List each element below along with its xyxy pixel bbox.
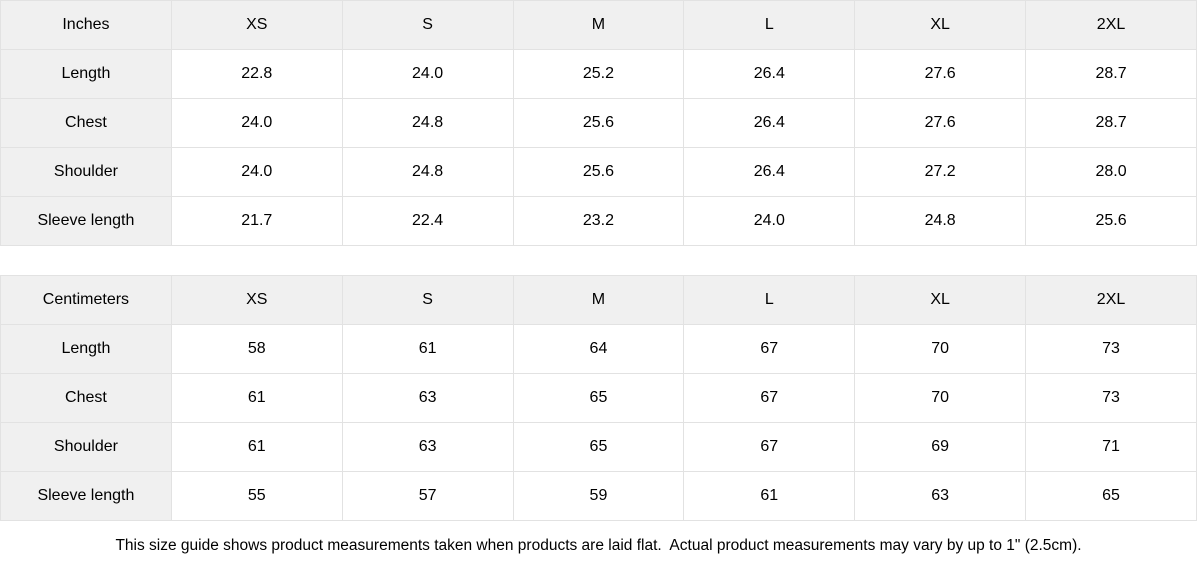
value-cell: 61: [170, 422, 343, 472]
size-header-cell: XS: [170, 0, 343, 50]
value-cell: 24.0: [170, 98, 343, 148]
row-label-cell: Shoulder: [0, 147, 172, 197]
value-cell: 73: [1025, 373, 1197, 423]
value-cell: 22.8: [170, 49, 343, 99]
row-label-cell: Shoulder: [0, 422, 172, 472]
value-cell: 64: [512, 324, 685, 374]
value-cell: 61: [683, 471, 856, 521]
row-label-cell: Chest: [0, 373, 172, 423]
value-cell: 70: [854, 373, 1027, 423]
unit-header-cell: Inches: [0, 0, 172, 50]
centimeters-table: Centimeters XS S M L XL 2XL Length 58 61 64 67 70 73 C…: [0, 275, 1197, 521]
measurement-row: Sleeve length 21.7 22.4 23.2 24.0 24.8 25.6: [0, 196, 1197, 246]
value-cell: 65: [512, 373, 685, 423]
value-cell: 27.6: [854, 98, 1027, 148]
value-cell: 26.4: [683, 49, 856, 99]
value-cell: 26.4: [683, 98, 856, 148]
value-cell: 61: [170, 373, 343, 423]
value-cell: 63: [341, 422, 514, 472]
value-cell: 27.6: [854, 49, 1027, 99]
value-cell: 22.4: [341, 196, 514, 246]
size-header-cell: 2XL: [1025, 0, 1197, 50]
size-table-body: Inches XS S M L XL 2XL Length 22.8 24.0 25.2 26.4 27…: [0, 0, 1197, 246]
size-header-cell: 2XL: [1025, 275, 1197, 325]
row-label-cell: Length: [0, 49, 172, 99]
value-cell: 70: [854, 324, 1027, 374]
value-cell: 27.2: [854, 147, 1027, 197]
value-cell: 67: [683, 422, 856, 472]
unit-header-cell: Centimeters: [0, 275, 172, 325]
measurement-row: Length 58 61 64 67 70 73: [0, 324, 1197, 374]
row-label-cell: Chest: [0, 98, 172, 148]
value-cell: 69: [854, 422, 1027, 472]
value-cell: 24.0: [170, 147, 343, 197]
value-cell: 58: [170, 324, 343, 374]
value-cell: 24.8: [341, 147, 514, 197]
size-header-cell: S: [341, 0, 514, 50]
value-cell: 73: [1025, 324, 1197, 374]
value-cell: 59: [512, 471, 685, 521]
table-spacer: [0, 246, 1197, 275]
measurement-row: Length 22.8 24.0 25.2 26.4 27.6 28.7: [0, 49, 1197, 99]
value-cell: 67: [683, 373, 856, 423]
value-cell: 24.8: [854, 196, 1027, 246]
size-header-cell: XS: [170, 275, 343, 325]
value-cell: 63: [341, 373, 514, 423]
size-table-header-row: Inches XS S M L XL 2XL: [0, 0, 1197, 50]
value-cell: 67: [683, 324, 856, 374]
measurement-row: Sleeve length 55 57 59 61 63 65: [0, 471, 1197, 521]
value-cell: 24.0: [683, 196, 856, 246]
value-cell: 25.6: [512, 98, 685, 148]
size-table-header-row: Centimeters XS S M L XL 2XL: [0, 275, 1197, 325]
value-cell: 71: [1025, 422, 1197, 472]
value-cell: 25.6: [1025, 196, 1197, 246]
measurement-row: Chest 24.0 24.8 25.6 26.4 27.6 28.7: [0, 98, 1197, 148]
value-cell: 55: [170, 471, 343, 521]
row-label-cell: Sleeve length: [0, 471, 172, 521]
value-cell: 65: [1025, 471, 1197, 521]
value-cell: 24.8: [341, 98, 514, 148]
value-cell: 23.2: [512, 196, 685, 246]
value-cell: 25.6: [512, 147, 685, 197]
size-header-cell: XL: [854, 0, 1027, 50]
size-header-cell: L: [683, 0, 856, 50]
size-header-cell: XL: [854, 275, 1027, 325]
value-cell: 28.7: [1025, 49, 1197, 99]
inches-table: Inches XS S M L XL 2XL Length 22.8 24.0 25.2 26.4 27…: [0, 0, 1197, 246]
value-cell: 61: [341, 324, 514, 374]
size-header-cell: M: [512, 275, 685, 325]
measurement-row: Shoulder 61 63 65 67 69 71: [0, 422, 1197, 472]
value-cell: 25.2: [512, 49, 685, 99]
value-cell: 26.4: [683, 147, 856, 197]
measurement-row: Chest 61 63 65 67 70 73: [0, 373, 1197, 423]
row-label-cell: Length: [0, 324, 172, 374]
size-header-cell: M: [512, 0, 685, 50]
measurement-row: Shoulder 24.0 24.8 25.6 26.4 27.2 28.0: [0, 147, 1197, 197]
value-cell: 24.0: [341, 49, 514, 99]
value-cell: 63: [854, 471, 1027, 521]
value-cell: 28.7: [1025, 98, 1197, 148]
size-header-cell: L: [683, 275, 856, 325]
size-table-body: Centimeters XS S M L XL 2XL Length 58 61 64 67 70 73 C…: [0, 275, 1197, 521]
value-cell: 65: [512, 422, 685, 472]
value-cell: 28.0: [1025, 147, 1197, 197]
value-cell: 21.7: [170, 196, 343, 246]
size-header-cell: S: [341, 275, 514, 325]
value-cell: 57: [341, 471, 514, 521]
size-guide-note: This size guide shows product measuremen…: [0, 521, 1197, 571]
row-label-cell: Sleeve length: [0, 196, 172, 246]
